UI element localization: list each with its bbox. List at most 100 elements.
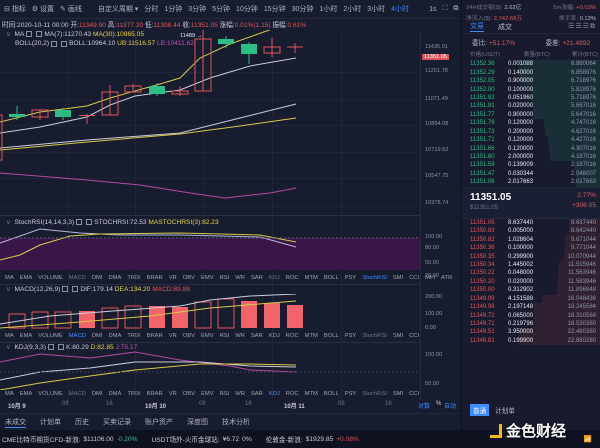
tab-open-orders[interactable]: 未成交 <box>5 418 26 428</box>
auto-scale-button[interactable]: 自动 <box>444 404 457 410</box>
watermark: 金色财经 <box>490 420 566 441</box>
draw-button[interactable]: ✎ 画线 <box>60 6 82 13</box>
interval-9[interactable]: 3小时 <box>367 6 386 13</box>
orderbook-panel: 24H成交额($): 2.62亿 5m涨幅: +0.03% 净流入($): 2,… <box>461 0 600 430</box>
interval-0[interactable]: 分时 <box>144 6 159 13</box>
ask-row[interactable]: 11351.66 0.120000 4.307016 <box>462 144 600 153</box>
interval-7[interactable]: 1小时 <box>319 6 338 13</box>
macd-chart <box>0 294 303 329</box>
kdj-legend: ∨ KDJ(9,3,3) K:80.29 D:82.85 J:75.17 <box>6 343 138 352</box>
order-type-plan[interactable]: 计划单 <box>495 408 515 415</box>
tab-plan-orders[interactable]: 计划单 <box>40 419 61 426</box>
bid-row[interactable]: 11351.05 8.637440 8.637440 <box>462 218 600 227</box>
stochrsi-close-icon[interactable] <box>86 219 93 225</box>
macd-close-icon[interactable] <box>72 286 79 292</box>
bid-row[interactable]: 11350.36 0.100000 9.771044 <box>462 243 600 253</box>
macd-settings-icon[interactable] <box>62 286 69 292</box>
percent-scale-button[interactable]: % <box>436 401 442 407</box>
indicators-button[interactable]: ⊟ 指标 <box>4 6 26 13</box>
indicator-tabs-1: MA EMA VOLUME MACD DMI DMA TRIX BRAR VR OBV EMV RSI… <box>5 275 453 281</box>
order-type-normal[interactable]: 普通 <box>470 404 490 416</box>
refresh-rate[interactable]: 1s <box>429 5 437 13</box>
ask-row[interactable]: 11352.05 0.900000 6.718976 <box>462 76 600 86</box>
ma-close-icon[interactable] <box>36 31 43 37</box>
market-stats: 24H成交额($): 2.62亿 5m涨幅: +0.03% 净流入($): 2,… <box>466 5 596 22</box>
tab-history[interactable]: 历史 <box>75 419 89 426</box>
bid-row[interactable]: 11350.34 1.445002 11.515946 <box>462 260 600 270</box>
ask-row[interactable]: 11351.47 0.030344 2.048007 <box>462 169 600 179</box>
time-axis: 10月 9 08 16 10月 10 08 16 10月 11 08 16 对数… <box>8 401 457 410</box>
last-price-block: 11351.05 $11351.05 2.77% +306.05 <box>462 186 600 219</box>
bottom-tabs: 未成交 计划单 历史 买卖记录 账户资产 深度图 技术分析 <box>0 413 460 430</box>
ask-row[interactable]: 11351.77 0.900000 5.647016 <box>462 110 600 120</box>
orderbook-layout-icons[interactable]: ☰☰☰⧉ <box>568 23 596 30</box>
tab-trade-records[interactable]: 买卖记录 <box>103 419 131 426</box>
bid-row[interactable]: 11350.82 1.028604 9.671044 <box>462 235 600 244</box>
bid-row[interactable]: 11350.22 0.048000 11.563946 <box>462 269 600 278</box>
bid-row[interactable]: 11349.99 4.151588 16.048436 <box>462 294 600 303</box>
ask-row[interactable]: 11351.06 2.017663 2.017663 <box>462 178 600 187</box>
ask-row[interactable]: 11352.00 0.100000 5.818976 <box>462 85 600 94</box>
boll-close-icon[interactable] <box>61 40 68 47</box>
interval-3[interactable]: 5分钟 <box>212 6 231 13</box>
settings-button[interactable]: ⚙ 设置 <box>31 6 55 13</box>
high-marker: 11489 → <box>180 33 203 39</box>
interval-6[interactable]: 30分钟 <box>291 6 314 13</box>
order-ratio: 委比: +51.17% 委差: +21.4992 <box>472 40 590 47</box>
macd-legend: ∨ MACD(12,26,9) DIF:179.14 DEA:134.20 MA… <box>6 285 190 294</box>
boll-settings-icon[interactable] <box>51 40 58 47</box>
bid-row[interactable]: 11349.51 3.950000 22.480380 <box>462 328 600 337</box>
tab-trade[interactable]: 交易 <box>470 23 484 32</box>
bid-row[interactable]: 11348.81 0.199900 22.680280 <box>462 336 600 346</box>
tab-technical-analysis[interactable]: 技术分析 <box>222 419 250 426</box>
ask-row[interactable]: 11351.59 0.139009 2.187016 <box>462 161 600 170</box>
interval-2[interactable]: 3分钟 <box>188 6 207 13</box>
orderbook-header: 价格(USDT) 数量(BTC) 累计(BTC) <box>470 52 598 58</box>
tab-deals[interactable]: 成交 <box>498 23 512 31</box>
bid-row[interactable]: 11350.20 0.020000 11.583946 <box>462 277 600 287</box>
boll-legend: BOLL(20,2) BOLL:10964.10 UB:11516.57 LB:… <box>15 40 194 47</box>
interval-1[interactable]: 1分钟 <box>164 6 183 13</box>
interval-5[interactable]: 15分钟 <box>263 6 286 13</box>
ask-row[interactable]: 11351.60 2.000000 4.187016 <box>462 152 600 162</box>
stochrsi-settings-icon[interactable] <box>76 219 83 225</box>
bid-row[interactable]: 11350.00 0.312902 11.896848 <box>462 286 600 295</box>
ticker-bar: CME比特币期货CFD-新浪: $11106.00 -0.20% USDT场外-火币… <box>0 430 600 448</box>
current-price-tag: 11351.05 <box>422 54 449 60</box>
ask-row[interactable]: 11351.91 0.020000 5.667016 <box>462 102 600 111</box>
bid-row[interactable]: 11349.72 0.065000 18.310584 <box>462 311 600 320</box>
indicator-tabs-2: MA EMA VOLUME MACD DMI DMA TRIX BRAR VR OBV EMV RSI… <box>5 333 420 339</box>
bid-row[interactable]: 11350.35 0.299900 10.070944 <box>462 252 600 261</box>
stochrsi-band <box>0 238 420 270</box>
ma-settings-icon[interactable] <box>26 31 33 37</box>
ask-row[interactable]: 11351.76 0.120000 4.747016 <box>462 119 600 128</box>
kdj-settings-icon[interactable] <box>48 344 55 350</box>
bid-row[interactable]: 11349.71 0.219796 18.530380 <box>462 319 600 329</box>
candlestick-chart <box>0 30 303 199</box>
custom-period-dropdown[interactable]: 自定义周期 ▾ <box>97 6 139 13</box>
fullscreen-icon[interactable]: ⛶ <box>442 5 448 12</box>
ask-row[interactable]: 11351.73 0.200000 4.627016 <box>462 127 600 136</box>
ask-row[interactable]: 11352.29 0.140000 6.858976 <box>462 68 600 77</box>
ohlc-info: 时间:2020-10-11 00:00 开:11349.90 高:11377.2… <box>2 22 307 29</box>
ask-row[interactable]: 11351.71 0.120000 4.427016 <box>462 135 600 145</box>
watermark-logo-icon <box>490 423 502 438</box>
interval-8[interactable]: 2小时 <box>343 6 362 13</box>
tab-depth-chart[interactable]: 深度图 <box>187 419 208 426</box>
interval-4h-active[interactable]: 4小时 <box>391 6 410 13</box>
wifi-icon: 📶 <box>583 436 592 443</box>
chart-toolbar: ⊟ 指标 ⚙ 设置 ✎ 画线 自定义周期 ▾ 分时 1分钟 3分钟 5分钟 10… <box>0 0 501 19</box>
tab-account-assets[interactable]: 账户资产 <box>145 419 173 426</box>
kdj-chart <box>0 351 420 390</box>
popout-icon[interactable]: ⧉ <box>453 5 459 12</box>
ask-row[interactable]: 11351.92 0.051960 5.718976 <box>462 93 600 103</box>
kdj-close-icon[interactable] <box>58 344 65 350</box>
ma-legend: ∨ MA MA(7):11270.43 MA(30):10865.05 <box>6 30 144 39</box>
bids-list: 11351.05 8.637440 8.637440 11350.83 0.005000… <box>462 218 600 346</box>
ask-row[interactable]: 11352.36 0.001088 6.860064 <box>462 60 600 69</box>
log-scale-button[interactable]: 对数 <box>418 404 431 410</box>
bid-row[interactable]: 11349.98 2.197148 18.245584 <box>462 302 600 312</box>
interval-4[interactable]: 10分钟 <box>236 6 258 13</box>
bid-row[interactable]: 11350.83 0.005000 8.642440 <box>462 227 600 236</box>
chart-area: ⊟ 指标 ⚙ 设置 ✎ 画线 自定义周期 ▾ 分时 1分钟 3分钟 5分钟 10… <box>0 0 501 430</box>
